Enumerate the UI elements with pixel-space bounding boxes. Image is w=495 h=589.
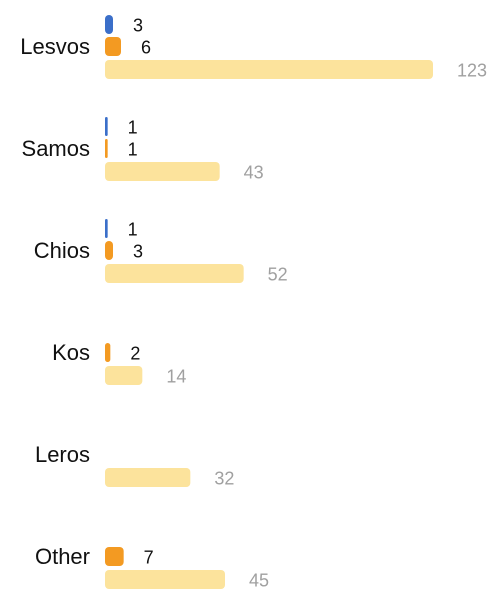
value-label-other-series-2: 7: [144, 548, 154, 568]
value-label-other-series-3: 45: [249, 571, 269, 589]
category-label-chios: Chios: [34, 238, 90, 263]
value-label-samos-series-1: 1: [128, 118, 138, 138]
value-label-lesvos-series-1: 3: [133, 16, 143, 36]
category-label-leros: Leros: [35, 442, 90, 467]
bar-lesvos-series-2: [105, 37, 121, 56]
category-label-other: Other: [35, 544, 90, 569]
value-label-kos-series-2: 2: [130, 344, 140, 364]
bar-lesvos-series-1: [105, 15, 113, 34]
bar-other-series-3: [105, 570, 225, 589]
bar-leros-series-3: [105, 468, 191, 487]
value-label-chios-series-3: 52: [268, 265, 288, 285]
bar-chios-series-2: [105, 241, 113, 260]
value-label-chios-series-2: 3: [133, 242, 143, 262]
value-label-chios-series-1: 1: [128, 220, 138, 240]
value-label-samos-series-2: 1: [128, 140, 138, 160]
bar-samos-series-3: [105, 162, 220, 181]
category-label-lesvos: Lesvos: [20, 34, 90, 59]
value-label-lesvos-series-3: 123: [457, 61, 487, 81]
bar-other-series-2: [105, 547, 124, 566]
bar-chios-series-1: [105, 219, 108, 238]
bar-kos-series-2: [105, 343, 111, 362]
value-label-lesvos-series-2: 6: [141, 38, 151, 58]
bar-chios-series-3: [105, 264, 244, 283]
category-label-samos: Samos: [22, 136, 90, 161]
bar-lesvos-series-3: [105, 60, 433, 79]
bar-kos-series-3: [105, 366, 143, 385]
value-label-kos-series-3: 14: [166, 367, 186, 387]
bar-samos-series-1: [105, 117, 108, 136]
value-label-leros-series-3: 32: [214, 469, 234, 489]
category-label-kos: Kos: [52, 340, 90, 365]
bar-samos-series-2: [105, 139, 108, 158]
value-label-samos-series-3: 43: [244, 163, 264, 183]
